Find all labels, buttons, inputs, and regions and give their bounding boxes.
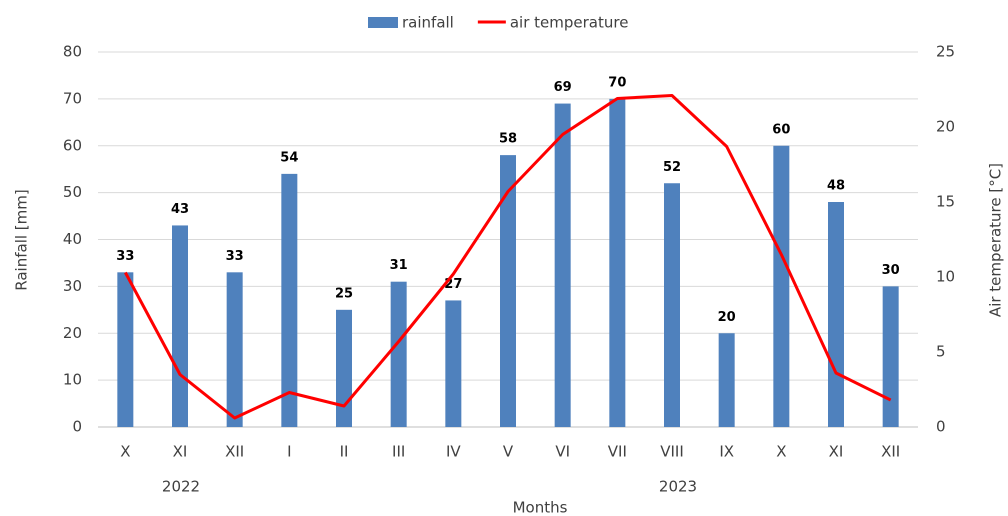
value-label: 58 (499, 132, 517, 147)
y-tick-label: 50 (63, 183, 82, 201)
y-tick-label: 80 (63, 43, 82, 61)
bar (226, 272, 243, 427)
x-tick-label: III (392, 443, 405, 461)
value-label: 33 (116, 249, 134, 264)
value-label: 48 (827, 179, 845, 194)
x-tick-label: XII (881, 443, 900, 461)
y2-tick-label: 15 (936, 193, 955, 211)
y-tick-label: 30 (63, 277, 82, 295)
bar (718, 333, 735, 427)
y-tick-label: 0 (72, 418, 82, 436)
y-tick-label: 20 (63, 324, 82, 342)
bar (609, 98, 626, 427)
x-group-label: 2023 (659, 478, 697, 496)
y-tick-label: 60 (63, 136, 82, 154)
bar (828, 202, 844, 427)
bar (664, 183, 680, 427)
bar (172, 225, 188, 427)
value-label: 20 (718, 310, 736, 325)
x-tick-label: X (776, 443, 786, 461)
x-tick-label: VI (555, 443, 570, 461)
x-axis-title: Months (513, 499, 568, 516)
y-tick-label: 70 (63, 89, 82, 107)
bar (500, 155, 516, 427)
value-label: 69 (554, 80, 572, 95)
y2-tick-label: 5 (936, 343, 946, 361)
x-tick-label: XII (225, 443, 244, 461)
y-axis-title: Rainfall [mm] (13, 189, 31, 290)
legend-swatch (368, 17, 398, 28)
value-label: 52 (663, 160, 681, 175)
bar (281, 173, 298, 427)
x-tick-label: VII (608, 443, 627, 461)
bar (554, 103, 571, 427)
bar (117, 272, 134, 427)
x-tick-label: XI (173, 443, 188, 461)
x-tick-label: X (120, 443, 130, 461)
value-label: 27 (444, 277, 462, 292)
x-tick-label: IV (446, 443, 461, 461)
y2-tick-label: 0 (936, 418, 946, 436)
y-tick-label: 10 (63, 371, 82, 389)
bar (336, 309, 352, 427)
value-label: 33 (226, 249, 244, 264)
y2-axis-title: Air temperature [°C] (987, 163, 1005, 317)
value-label: 70 (608, 75, 626, 90)
legend-label: rainfall (402, 14, 454, 32)
legend-label: air temperature (510, 14, 629, 32)
value-label: 54 (280, 150, 298, 165)
value-label: 25 (335, 286, 353, 301)
y-tick-label: 40 (63, 230, 82, 248)
y2-tick-label: 20 (936, 118, 955, 136)
x-tick-label: I (287, 443, 291, 461)
x-tick-label: V (503, 443, 514, 461)
x-group-label: 2022 (162, 478, 200, 496)
bar (390, 281, 407, 427)
line (124, 94, 892, 420)
bar (773, 145, 790, 427)
value-label: 30 (882, 263, 900, 278)
x-tick-label: VIII (660, 443, 684, 461)
x-tick-label: XI (829, 443, 844, 461)
value-label: 60 (772, 122, 790, 137)
value-label: 43 (171, 202, 189, 217)
x-tick-label: II (340, 443, 349, 461)
y2-tick-label: 10 (936, 268, 955, 286)
value-label: 31 (390, 258, 408, 273)
x-tick-label: IX (719, 443, 734, 461)
y2-tick-label: 25 (936, 43, 955, 61)
bar (445, 300, 462, 427)
bar (882, 286, 899, 427)
